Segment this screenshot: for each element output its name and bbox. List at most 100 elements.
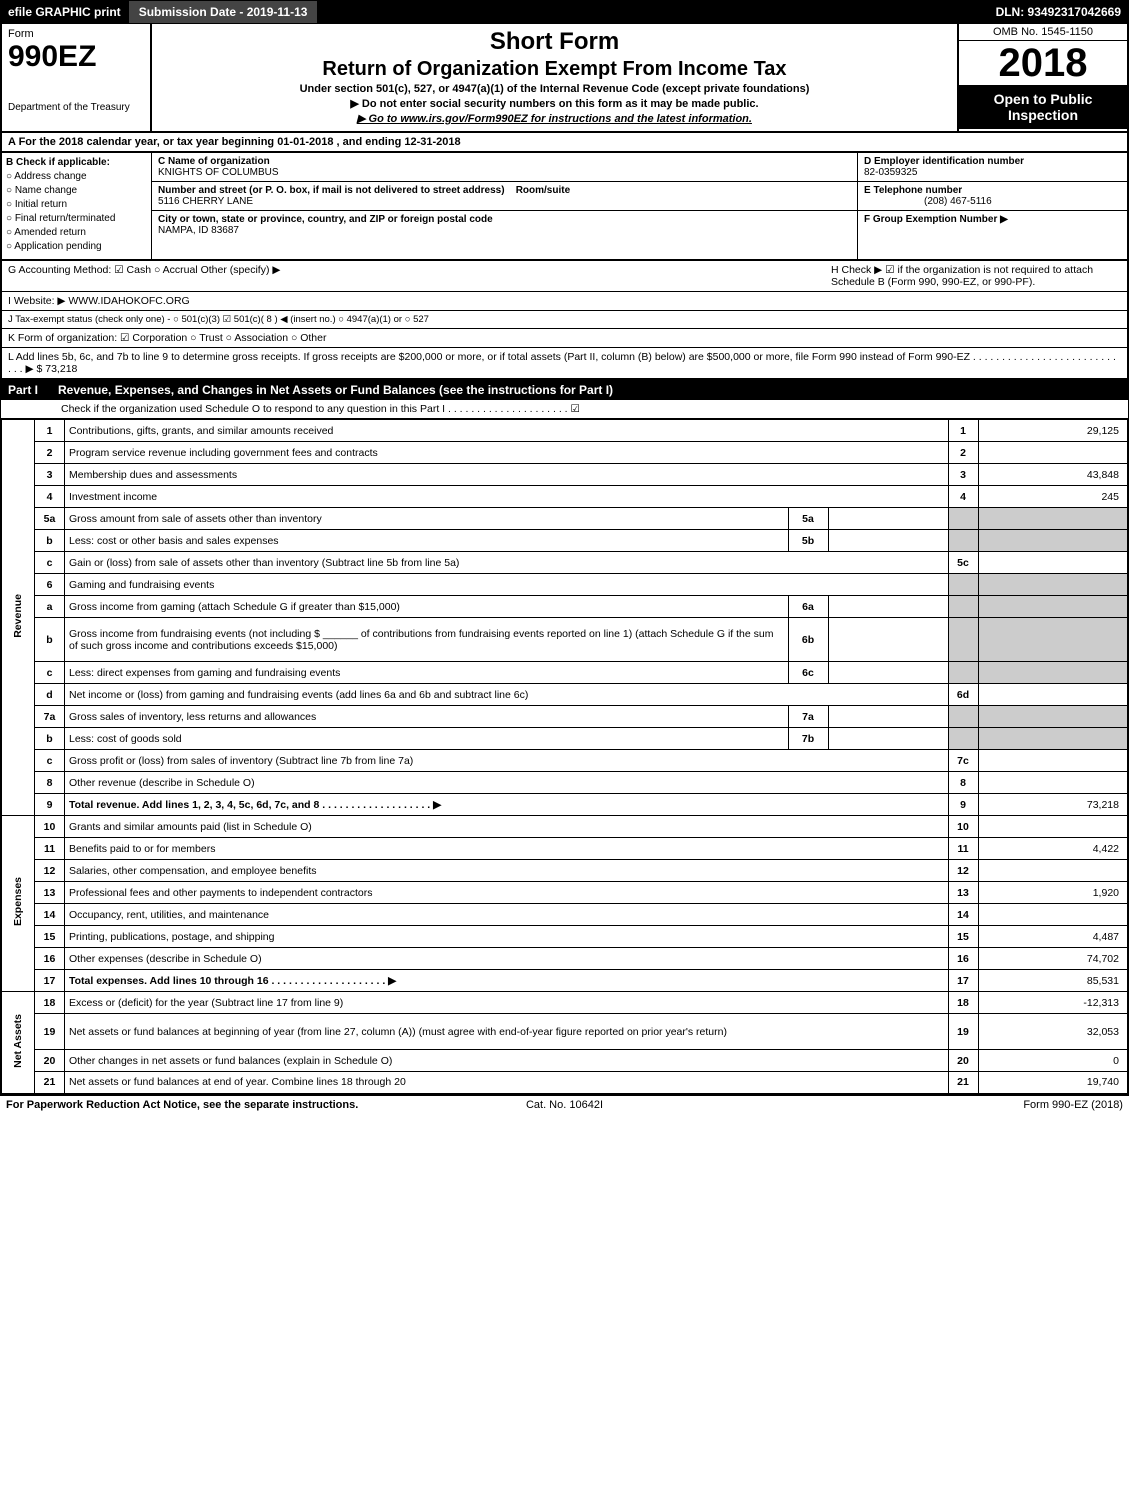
header-left: Form 990EZ Department of the Treasury [2,24,152,131]
info-grid: B Check if applicable: Address change Na… [0,153,1129,261]
omb-number: OMB No. 1545-1150 [959,24,1127,41]
org-city-label: City or town, state or province, country… [158,214,493,225]
line-12: 12 Salaries, other compensation, and emp… [1,860,1128,882]
org-name-label: C Name of organization [158,156,270,167]
line-14: 14 Occupancy, rent, utilities, and maint… [1,904,1128,926]
line-6: 6 Gaming and fundraising events [1,574,1128,596]
line-6a: a Gross income from gaming (attach Sched… [1,596,1128,618]
row-k: K Form of organization: ☑ Corporation ○ … [2,329,1127,348]
line-1: Revenue 1 Contributions, gifts, grants, … [1,420,1128,442]
tel-value: (208) 467-5116 [864,196,992,207]
org-name: KNIGHTS OF COLUMBUS [158,167,279,178]
part1-header: Part I Revenue, Expenses, and Changes in… [0,380,1129,400]
org-addr-row: Number and street (or P. O. box, if mail… [152,182,857,211]
footer-paperwork: For Paperwork Reduction Act Notice, see … [6,1099,378,1111]
line-6c: c Less: direct expenses from gaming and … [1,662,1128,684]
line-7a: 7a Gross sales of inventory, less return… [1,706,1128,728]
row-g-h: G Accounting Method: ☑ Cash ○ Accrual Ot… [2,261,1127,292]
page-footer: For Paperwork Reduction Act Notice, see … [0,1095,1129,1114]
expenses-section-label: Expenses [1,816,35,992]
open-to-public: Open to Public Inspection [959,85,1127,129]
room-label: Room/suite [516,185,570,196]
line-3: 3 Membership dues and assessments 3 43,8… [1,464,1128,486]
form-number: 990EZ [8,40,144,74]
ein-cell: D Employer identification number 82-0359… [858,153,1127,182]
form-subtitle: Under section 501(c), 527, or 4947(a)(1)… [160,83,949,95]
line-h: H Check ▶ ☑ if the organization is not r… [821,264,1121,288]
line-13: 13 Professional fees and other payments … [1,882,1128,904]
right-info: D Employer identification number 82-0359… [857,153,1127,259]
line-7b: b Less: cost of goods sold 7b [1,728,1128,750]
footer-catno: Cat. No. 10642I [378,1099,750,1111]
ssn-warning: ▶ Do not enter social security numbers o… [160,97,949,110]
chk-amended[interactable]: Amended return [6,227,147,238]
line-9: 9 Total revenue. Add lines 1, 2, 3, 4, 5… [1,794,1128,816]
row-j: J Tax-exempt status (check only one) - ○… [2,311,1127,329]
chk-final-return[interactable]: Final return/terminated [6,213,147,224]
line-10: Expenses 10 Grants and similar amounts p… [1,816,1128,838]
check-applicable: B Check if applicable: Address change Na… [2,153,152,259]
row-i: I Website: ▶ WWW.IDAHOKOFC.ORG [2,292,1127,311]
department: Department of the Treasury [8,102,144,113]
tax-year: 2018 [959,41,1127,85]
chk-address-change[interactable]: Address change [6,171,147,182]
submission-date: Submission Date - 2019-11-13 [129,1,318,23]
org-city: NAMPA, ID 83687 [158,225,239,236]
line-7c: c Gross profit or (loss) from sales of i… [1,750,1128,772]
footer-formref: Form 990-EZ (2018) [751,1099,1123,1111]
line-18: Net Assets 18 Excess or (deficit) for th… [1,992,1128,1014]
line-g: G Accounting Method: ☑ Cash ○ Accrual Ot… [8,264,821,288]
row-l: L Add lines 5b, 6c, and 7b to line 9 to … [2,348,1127,378]
part1-table: Revenue 1 Contributions, gifts, grants, … [0,419,1129,1095]
line-6b: b Gross income from fundraising events (… [1,618,1128,662]
header-right: OMB No. 1545-1150 2018 Open to Public In… [957,24,1127,131]
line-k: K Form of organization: ☑ Corporation ○ … [8,332,1121,344]
tel-cell: E Telephone number (208) 467-5116 [858,182,1127,211]
form-header: Form 990EZ Department of the Treasury Sh… [0,24,1129,133]
misc-rows: G Accounting Method: ☑ Cash ○ Accrual Ot… [0,261,1129,380]
line-5c: c Gain or (loss) from sale of assets oth… [1,552,1128,574]
dln-label: DLN: 93492317042669 [996,5,1129,19]
ein-value: 82-0359325 [864,167,917,178]
part1-label: Part I [8,383,58,397]
form-word: Form [8,28,144,40]
line-21: 21 Net assets or fund balances at end of… [1,1072,1128,1094]
group-label: F Group Exemption Number ▶ [864,214,1008,225]
form-title: Return of Organization Exempt From Incom… [160,58,949,81]
org-addr-label: Number and street (or P. O. box, if mail… [158,185,505,196]
chk-name-change[interactable]: Name change [6,185,147,196]
line-17: 17 Total expenses. Add lines 10 through … [1,970,1128,992]
line-4: 4 Investment income 4 245 [1,486,1128,508]
line-j: J Tax-exempt status (check only one) - ○… [8,314,1121,325]
part1-title: Revenue, Expenses, and Changes in Net As… [58,383,1121,397]
tax-period: A For the 2018 calendar year, or tax yea… [0,133,1129,153]
netassets-section-label: Net Assets [1,992,35,1094]
line-8: 8 Other revenue (describe in Schedule O)… [1,772,1128,794]
check-label: B Check if applicable: [6,157,147,168]
line-5a: 5a Gross amount from sale of assets othe… [1,508,1128,530]
ein-label: D Employer identification number [864,156,1024,167]
org-city-row: City or town, state or province, country… [152,211,857,239]
top-bar: efile GRAPHIC print Submission Date - 20… [0,0,1129,24]
goto-link[interactable]: ▶ Go to www.irs.gov/Form990EZ for instru… [160,112,949,125]
line-i: I Website: ▶ WWW.IDAHOKOFC.ORG [8,295,1121,307]
org-name-row: C Name of organization KNIGHTS OF COLUMB… [152,153,857,182]
tel-label: E Telephone number [864,185,962,196]
efile-label: efile GRAPHIC print [0,5,129,19]
org-info: C Name of organization KNIGHTS OF COLUMB… [152,153,857,259]
line-15: 15 Printing, publications, postage, and … [1,926,1128,948]
line-11: 11 Benefits paid to or for members 11 4,… [1,838,1128,860]
line-19: 19 Net assets or fund balances at beginn… [1,1014,1128,1050]
chk-pending[interactable]: Application pending [6,241,147,252]
line-2: 2 Program service revenue including gove… [1,442,1128,464]
line-20: 20 Other changes in net assets or fund b… [1,1050,1128,1072]
header-center: Short Form Return of Organization Exempt… [152,24,957,131]
line-5b: b Less: cost or other basis and sales ex… [1,530,1128,552]
short-form-label: Short Form [160,28,949,56]
line-16: 16 Other expenses (describe in Schedule … [1,948,1128,970]
line-6d: d Net income or (loss) from gaming and f… [1,684,1128,706]
chk-initial-return[interactable]: Initial return [6,199,147,210]
org-addr: 5116 CHERRY LANE [158,196,253,207]
part1-checkline: Check if the organization used Schedule … [0,400,1129,419]
line-l: L Add lines 5b, 6c, and 7b to line 9 to … [8,351,1121,375]
